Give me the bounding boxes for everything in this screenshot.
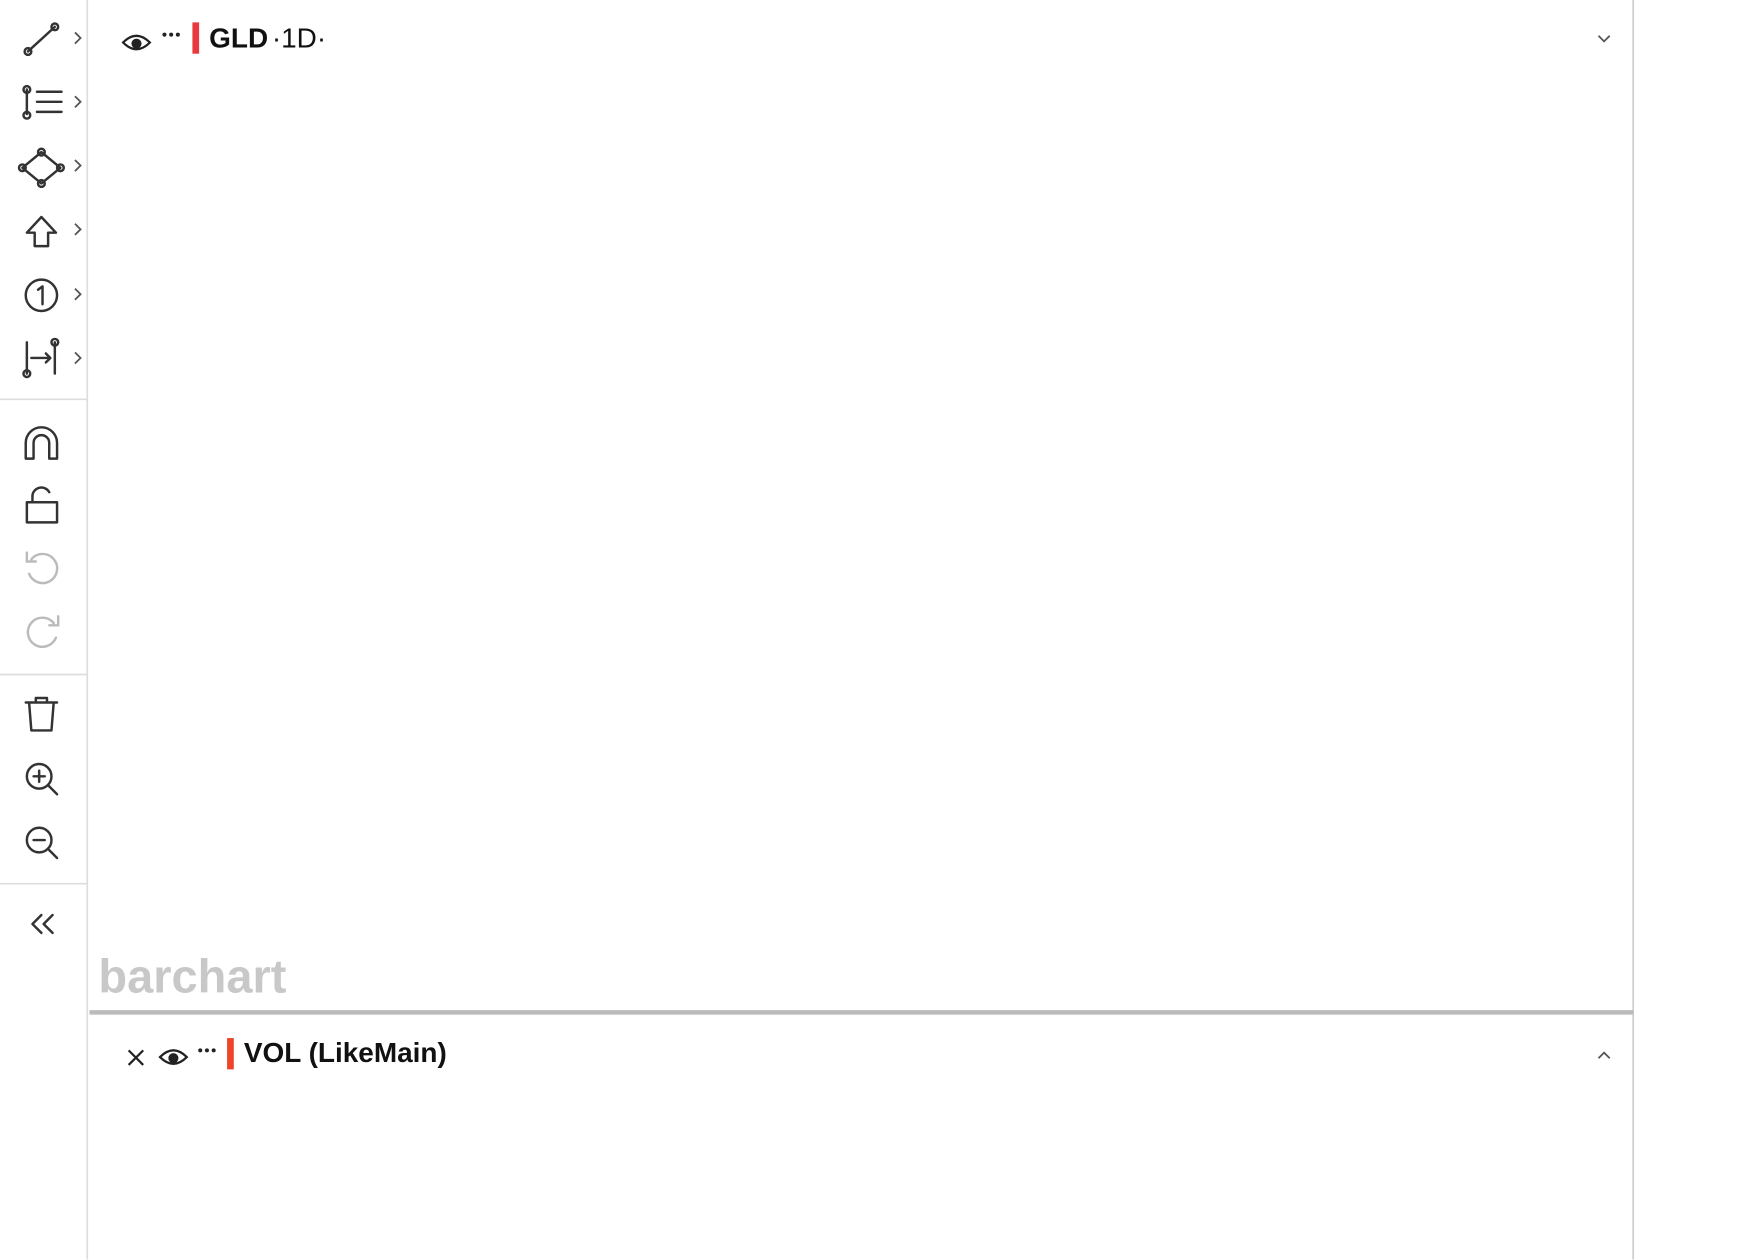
symbol[interactable]: GLD bbox=[209, 23, 268, 54]
eye-toggle[interactable] bbox=[158, 1049, 189, 1065]
pane-expand[interactable] bbox=[1597, 1051, 1611, 1059]
close-study[interactable] bbox=[127, 1049, 144, 1066]
study-color bbox=[227, 1038, 234, 1070]
pane-collapse[interactable] bbox=[1597, 35, 1611, 43]
tool-measure[interactable] bbox=[22, 337, 82, 379]
more-menu[interactable] bbox=[162, 32, 180, 37]
study-title[interactable]: VOL (LikeMain) bbox=[244, 1037, 447, 1068]
tool-fib[interactable] bbox=[22, 84, 82, 120]
interval[interactable]: ·1D· bbox=[272, 23, 326, 54]
tool-shape[interactable] bbox=[17, 147, 82, 189]
tool-redo[interactable] bbox=[26, 615, 60, 648]
tool-undo[interactable] bbox=[25, 551, 59, 585]
tool-zoom-in[interactable] bbox=[25, 762, 59, 796]
tool-lock[interactable] bbox=[25, 486, 59, 524]
symbol-color bbox=[192, 22, 200, 54]
tool-zoom-out[interactable] bbox=[25, 826, 59, 860]
more-menu[interactable] bbox=[198, 1048, 216, 1053]
tool-arrow[interactable] bbox=[25, 215, 82, 248]
tool-delete[interactable] bbox=[24, 696, 59, 732]
toolbar-collapse[interactable] bbox=[31, 913, 54, 935]
watermark: barchart bbox=[98, 949, 286, 1002]
tool-line[interactable] bbox=[23, 22, 82, 57]
tool-magnet[interactable] bbox=[24, 426, 59, 460]
eye-toggle[interactable] bbox=[121, 34, 152, 51]
tool-number[interactable] bbox=[24, 278, 82, 313]
